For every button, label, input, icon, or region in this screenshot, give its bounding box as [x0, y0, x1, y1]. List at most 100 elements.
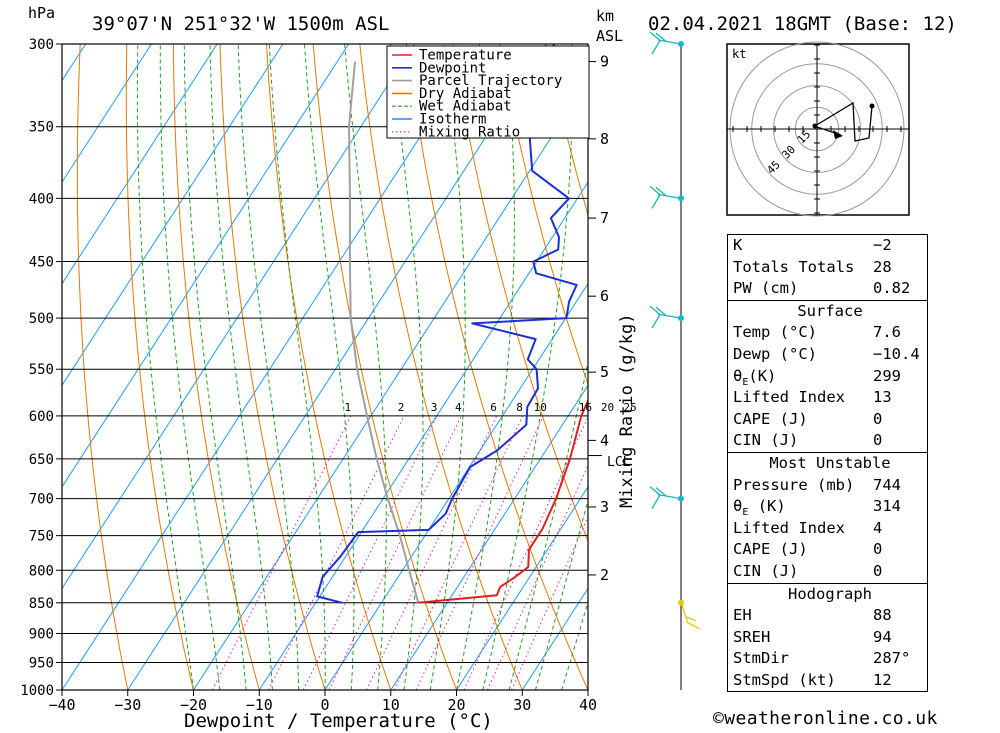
- parcel-trajectory-line: [348, 61, 420, 604]
- isotherm-line: [390, 384, 588, 690]
- pw-label: PW (cm): [733, 279, 799, 298]
- pw-value: 0.82: [873, 279, 911, 298]
- legend-label: Wet Adiabat: [419, 99, 512, 115]
- temperature-tick-label: 10: [382, 696, 400, 714]
- mixing-ratio-value-label: 3: [431, 401, 438, 414]
- dry-adiabat-line: [76, 44, 129, 690]
- pressure-tick-label: 600: [29, 409, 54, 425]
- stmdir-row: StmDir 287°: [728, 648, 927, 670]
- pressure-tick-label: 950: [29, 655, 54, 671]
- mixing-ratio-value-label: 4: [455, 401, 462, 414]
- isotherm-line: [0, 44, 20, 690]
- dry-adiabat-line: [919, 44, 1000, 690]
- legend-label: Dewpoint: [419, 60, 486, 76]
- dry-adiabat-line: [312, 44, 457, 690]
- mu-pressure-value: 744: [873, 475, 901, 494]
- mu-li-row: Lifted Index 4: [728, 518, 927, 540]
- mixing-ratio-value-label: 8: [516, 401, 523, 414]
- mixing-ratio-value-label: 16: [579, 401, 592, 414]
- surface-dewp-value: −10.4: [873, 344, 920, 363]
- isotherm-line: [193, 79, 588, 690]
- wind-barb-feather: [649, 185, 661, 196]
- series-layer: [316, 44, 588, 604]
- copyright-link[interactable]: ©weatheronline.co.uk: [713, 708, 938, 729]
- x-axis-title: Dewpoint / Temperature (°C): [184, 710, 493, 732]
- plot-frame: [61, 43, 589, 691]
- isotherm-line: [62, 44, 481, 690]
- pressure-tick-label: 1000: [20, 683, 54, 699]
- temperature-tick-label: 40: [579, 696, 597, 714]
- eh-label: EH: [733, 606, 752, 625]
- dry-adiabat-line: [125, 44, 194, 690]
- temperature-axis-labels: −40 −30 −20 −10 0 10 20 30 40: [48, 690, 597, 714]
- most-unstable-title: Most Unstable: [769, 453, 891, 472]
- surface-cape-value: 0: [873, 409, 883, 428]
- sreh-value: 94: [873, 627, 892, 646]
- mixing-ratio-axis-title: Mixing Ratio (g/kg): [617, 314, 637, 508]
- mu-thetae-row: θE (K) 314: [728, 496, 927, 518]
- wet-adiabat-line: [237, 44, 300, 690]
- wind-barb-feather: [649, 31, 661, 41]
- totals-totals-label: Totals Totals: [733, 257, 855, 276]
- surface-title: Surface: [797, 301, 863, 320]
- wet-adiabat-line: [482, 44, 573, 690]
- temperature-tick-label: 30: [513, 696, 531, 714]
- wind-barb-feather: [685, 616, 697, 622]
- wind-barb-feather: [651, 494, 661, 509]
- temperature-tick-label: 0: [320, 696, 329, 714]
- wind-barb-feather: [655, 306, 667, 316]
- temperature-tick-label: −10: [246, 696, 273, 714]
- mu-cape-label: CAPE (J): [733, 540, 808, 559]
- surface-cin-value: 0: [873, 431, 883, 450]
- k-index-value: −2: [873, 236, 892, 254]
- dry-adiabat-line: [219, 44, 326, 690]
- temperature-tick-label: −20: [180, 696, 207, 714]
- surface-section: Surface Temp (°C) 7.6 Dewp (°C) −10.4 θE(K…: [728, 299, 927, 452]
- asl-unit-label: ASL: [596, 27, 623, 45]
- mu-cape-row: CAPE (J) 0: [728, 539, 927, 561]
- wind-barb-icon: [657, 39, 682, 45]
- wind-barb-icon: [657, 493, 682, 500]
- km-tick-label: 2: [600, 566, 609, 584]
- surface-cape-row: CAPE (J) 0: [728, 409, 927, 431]
- most-unstable-section: Most Unstable Pressure (mb) 744 θE (K) 314…: [728, 451, 927, 583]
- pressure-tick-label: 750: [29, 529, 54, 545]
- surface-li-row: Lifted Index 13: [728, 387, 927, 409]
- mixing-ratio-value-label: 2: [398, 401, 405, 414]
- mu-thetae-label: θE (K): [733, 497, 786, 519]
- surface-cin-label: CIN (J): [733, 431, 799, 450]
- surface-temp-row: Temp (°C) 7.6: [728, 322, 927, 344]
- temperature-tick-label: 20: [447, 696, 465, 714]
- wet-adiabat-line: [344, 44, 387, 690]
- wet-adiabat-line: [209, 44, 273, 690]
- mu-cin-value: 0: [873, 561, 883, 580]
- km-unit-label: km: [596, 7, 614, 25]
- mu-cin-label: CIN (J): [733, 561, 799, 580]
- temperature-line: [418, 398, 588, 604]
- k-index-label: K: [733, 236, 743, 254]
- stmdir-label: StmDir: [733, 649, 789, 668]
- km-tick-label: 4: [600, 431, 609, 449]
- mixing-ratio-value-label: 6: [490, 401, 497, 414]
- pressure-tick-label: 900: [29, 626, 54, 642]
- isotherm-line: [62, 44, 284, 387]
- isotherm-line: [127, 44, 547, 690]
- wind-barb-feather: [651, 314, 661, 329]
- surface-thetae-row: θE(K) 299: [728, 366, 927, 388]
- mixing-ratio-value-label: 20: [601, 401, 614, 414]
- mu-pressure-row: Pressure (mb) 744: [728, 475, 927, 497]
- pressure-axis-labels: 300 350 400 450 500 550 600 650 700 750 800 850 900 9…: [20, 37, 54, 699]
- km-tick-label: 3: [600, 498, 609, 516]
- km-axis-labels: 9 8 7 6 5 4 3 2: [588, 53, 609, 584]
- surface-dewp-row: Dewp (°C) −10.4: [728, 344, 927, 366]
- stmspd-value: 12: [873, 670, 892, 689]
- wind-barb-feather: [651, 194, 661, 209]
- wind-barb-icon: [657, 193, 682, 199]
- wet-adiabat-line: [390, 44, 424, 690]
- pressure-tick-label: 700: [29, 492, 54, 508]
- isotherm-line: [258, 181, 588, 690]
- pw-row: PW (cm) 0.82: [728, 278, 927, 300]
- indices-section: K −2 Totals Totals 28 PW (cm) 0.82: [728, 235, 927, 300]
- hodograph-params-title: Hodograph: [788, 584, 872, 603]
